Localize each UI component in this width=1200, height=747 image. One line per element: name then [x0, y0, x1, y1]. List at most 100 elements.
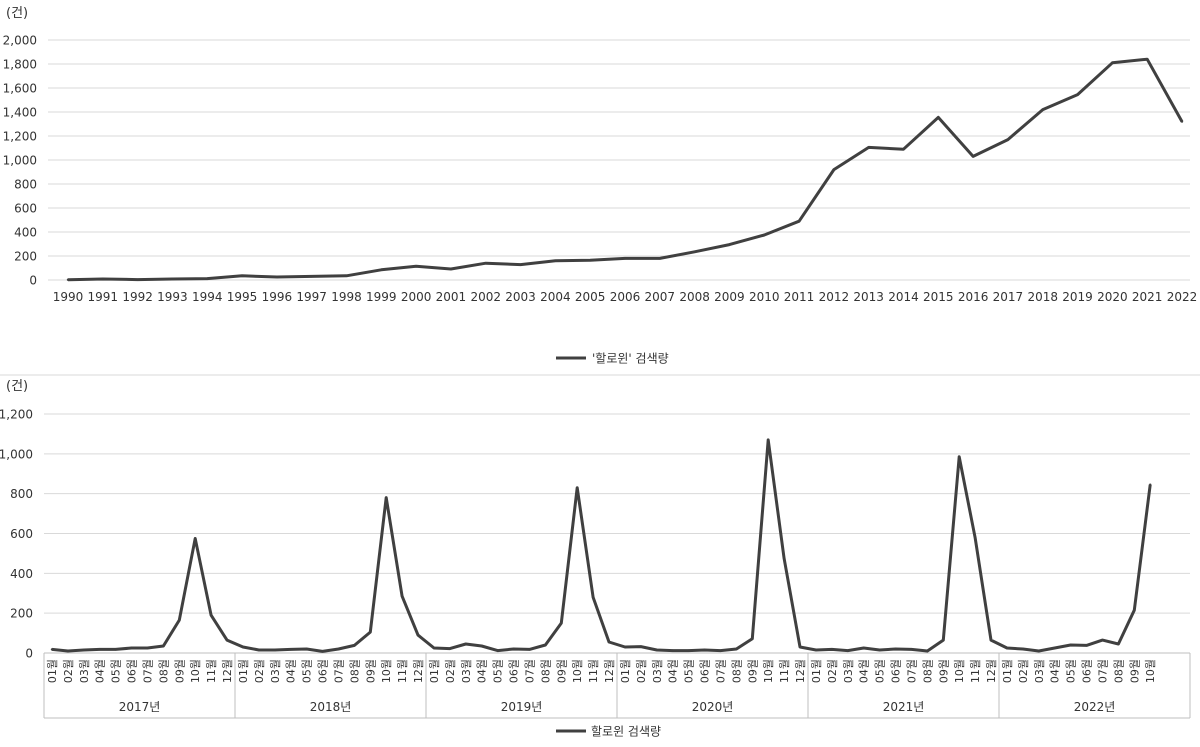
- data-point: [591, 596, 595, 599]
- month-tick-label: 09월: [364, 659, 377, 683]
- data-point: [623, 645, 627, 649]
- data-point: [767, 438, 770, 442]
- month-tick-label: 03월: [651, 659, 664, 683]
- month-tick-label: 10월: [189, 659, 202, 683]
- data-point: [671, 649, 674, 652]
- y-tick-label: 1,000: [3, 154, 37, 168]
- x-tick-label: 2019: [1062, 290, 1093, 304]
- month-tick-label: 12월: [221, 659, 234, 683]
- data-point: [894, 647, 897, 651]
- data-point: [337, 647, 340, 651]
- month-tick-label: 04월: [1049, 659, 1062, 683]
- month-tick-label: 02월: [635, 659, 648, 683]
- data-point: [321, 650, 324, 653]
- data-point: [496, 649, 499, 652]
- y-tick-label: 1,600: [3, 82, 37, 96]
- unit-label: (건): [6, 379, 28, 394]
- data-point: [902, 148, 905, 151]
- x-tick-label: 2008: [679, 290, 710, 304]
- x-tick-label: 1990: [53, 290, 84, 304]
- data-point: [480, 644, 483, 648]
- year-label: 2022년: [1074, 700, 1116, 714]
- x-tick-label: 2004: [540, 290, 571, 304]
- month-tick-label: 12월: [603, 659, 616, 683]
- data-point: [703, 648, 706, 652]
- data-point: [1101, 638, 1104, 642]
- year-label: 2019년: [501, 700, 543, 714]
- month-tick-label: 12월: [412, 659, 425, 683]
- data-point: [385, 496, 388, 499]
- month-tick-label: 11월: [587, 659, 600, 683]
- month-tick-label: 03월: [460, 659, 473, 683]
- data-point: [989, 638, 993, 642]
- x-tick-label: 2009: [714, 290, 745, 304]
- data-point: [1021, 647, 1025, 651]
- y-tick-label: 600: [10, 527, 33, 541]
- data-point: [130, 646, 133, 650]
- series-line: [67, 57, 1184, 282]
- month-tick-label: 10월: [1144, 659, 1157, 683]
- x-tick-label: 2021: [1132, 290, 1163, 304]
- data-point: [82, 648, 85, 652]
- data-point: [257, 648, 261, 652]
- month-tick-label: 07월: [715, 659, 728, 683]
- data-point: [209, 613, 213, 617]
- data-point: [101, 277, 105, 281]
- month-tick-label: 08월: [348, 659, 361, 683]
- x-tick-label: 2015: [923, 290, 954, 304]
- month-tick-label: 07월: [333, 659, 346, 683]
- month-tick-label: 09월: [173, 659, 186, 683]
- x-tick-label: 2011: [784, 290, 815, 304]
- data-point: [519, 263, 522, 266]
- x-tick-label: 2014: [888, 290, 919, 304]
- x-tick-label: 2002: [470, 290, 501, 304]
- x-tick-label: 2020: [1097, 290, 1128, 304]
- data-point: [973, 536, 977, 539]
- data-point: [146, 646, 149, 650]
- month-tick-label: 04월: [94, 659, 107, 683]
- month-tick-label: 09월: [937, 659, 950, 683]
- month-tick-label: 09월: [555, 659, 568, 683]
- data-point: [241, 645, 245, 649]
- data-point: [798, 645, 802, 649]
- x-tick-label: 2001: [436, 290, 467, 304]
- y-tick-label: 0: [29, 274, 37, 288]
- data-point: [926, 649, 929, 653]
- data-point: [1069, 643, 1072, 647]
- month-tick-label: 06월: [699, 659, 712, 683]
- data-point: [273, 648, 276, 652]
- data-point: [528, 648, 531, 651]
- data-point: [751, 637, 754, 640]
- data-point: [814, 648, 818, 652]
- unit-label: (건): [6, 6, 28, 21]
- data-point: [171, 277, 174, 281]
- data-point: [1145, 58, 1149, 61]
- data-point: [449, 267, 453, 271]
- x-tick-label: 2010: [749, 290, 780, 304]
- data-point: [310, 275, 313, 278]
- data-point: [114, 648, 117, 651]
- month-tick-label: 06월: [890, 659, 903, 683]
- series-line: [51, 438, 1152, 653]
- data-point: [560, 621, 563, 625]
- data-point: [728, 243, 731, 246]
- data-point: [414, 265, 418, 268]
- data-point: [554, 259, 557, 262]
- year-label: 2020년: [692, 700, 734, 714]
- month-tick-label: 05월: [1065, 659, 1078, 683]
- month-tick-label: 03월: [1033, 659, 1046, 683]
- data-point: [1005, 646, 1009, 650]
- year-label: 2021년: [883, 700, 925, 714]
- x-tick-label: 2006: [610, 290, 641, 304]
- y-tick-label: 1,200: [0, 408, 33, 422]
- data-point: [416, 633, 420, 637]
- data-point: [448, 647, 452, 650]
- x-tick-label: 1994: [192, 290, 223, 304]
- x-tick-label: 2016: [958, 290, 989, 304]
- month-tick-label: 02월: [826, 659, 839, 683]
- data-point: [345, 274, 348, 277]
- y-tick-label: 1,800: [3, 58, 37, 72]
- data-point: [763, 233, 766, 237]
